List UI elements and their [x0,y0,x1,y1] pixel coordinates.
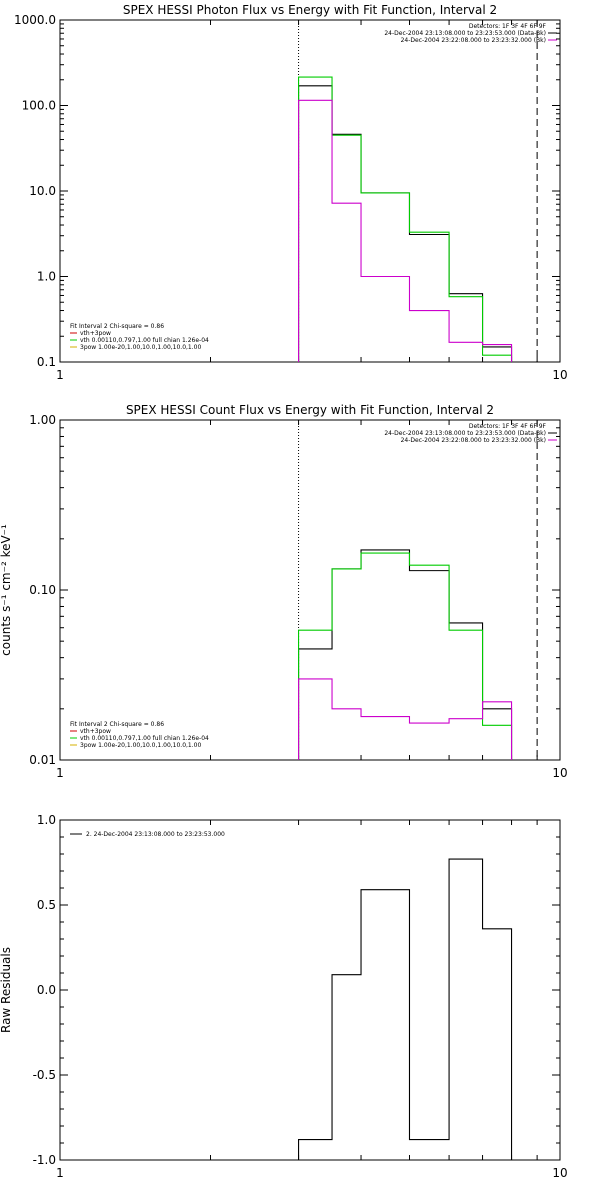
y-tick-label: 0.1 [37,355,56,369]
legend-entry: 3pow 1.00e-20,1.00,10.0,1.00,10.0,1.00 [80,344,201,351]
detector-header-text: 24-Dec-2004 23:13:08.000 to 23:23:53.000… [384,30,546,37]
series-line-black [298,85,513,362]
y-tick-label: 100.0 [22,99,56,113]
chart-panel-1: SPEX HESSI Photon Flux vs Energy with Fi… [14,3,568,382]
series-line-magenta [298,678,513,760]
plot-frame [59,819,561,1161]
y-tick-label: -1.0 [33,1153,56,1167]
x-tick-label: 10 [552,1166,567,1180]
plot-area [298,20,538,362]
legend-entry: vth 0.00110,0.797,1.00 full chian 1.26e-… [80,337,209,344]
y-tick-label: 10.0 [29,184,56,198]
y-axis-label: Raw Residuals [0,947,13,1033]
legend-entry: 2. 24-Dec-2004 23:13:08.000 to 23:23:53.… [86,831,225,838]
y-tick-label: 0.01 [29,753,56,767]
detector-header-text: Detectors: 1F 3F 4F 6F 9F [469,423,547,430]
series-line-black [298,549,513,760]
plot-frame [59,19,561,363]
x-tick-label: 10 [552,766,567,780]
detector-header-text: 24-Dec-2004 23:13:08.000 to 23:23:53.000… [384,430,546,437]
chart-title: SPEX HESSI Count Flux vs Energy with Fit… [126,403,494,417]
series-line-green [298,552,513,760]
y-tick-label: 1.0 [37,270,56,284]
plot-area [298,858,513,1160]
detector-header-text: Detectors: 1F 3F 4F 6F 9F [469,23,547,30]
y-tick-label: 0.10 [29,583,56,597]
plot-area [298,420,538,760]
legend-entry: vth+3pow [80,728,111,735]
chart-panel-2: SPEX HESSI Count Flux vs Energy with Fit… [0,403,568,780]
legend-entry: 3pow 1.00e-20,1.00,10.0,1.00,10.0,1.00 [80,742,201,749]
legend-entry: vth 0.00110,0.797,1.00 full chian 1.26e-… [80,735,209,742]
x-tick-label: 10 [552,368,567,382]
y-tick-label: -0.5 [33,1068,56,1082]
series-line-black [298,858,513,1160]
y-tick-label: 1000.0 [14,13,56,27]
x-tick-label: 1 [56,766,64,780]
y-tick-label: 0.5 [37,898,56,912]
legend-entry: vth+3pow [80,330,111,337]
chart-title: SPEX HESSI Photon Flux vs Energy with Fi… [123,3,497,17]
y-axis-label: counts s⁻¹ cm⁻² keV⁻¹ [0,524,13,656]
detector-header-text: 24-Dec-2004 23:22:08.000 to 23:23:32.000… [401,437,546,444]
x-tick-label: 1 [56,368,64,382]
legend-header: Fit Interval 2 Chi-square = 0.86 [70,323,164,330]
chart-panel-3: -1.0 -0.5 0.0 0.5 1.0 1 10 Raw Residuals 2. 24-D… [0,813,568,1180]
y-tick-label: 0.0 [37,983,56,997]
series-line-green [298,76,513,362]
detector-header-text: 24-Dec-2004 23:22:08.000 to 23:23:32.000… [401,37,546,44]
y-tick-label: 1.0 [37,813,56,827]
legend-header: Fit Interval 2 Chi-square = 0.86 [70,721,164,728]
series-line-magenta [298,99,513,362]
y-tick-label: 1.00 [29,413,56,427]
x-tick-label: 1 [56,1166,64,1180]
